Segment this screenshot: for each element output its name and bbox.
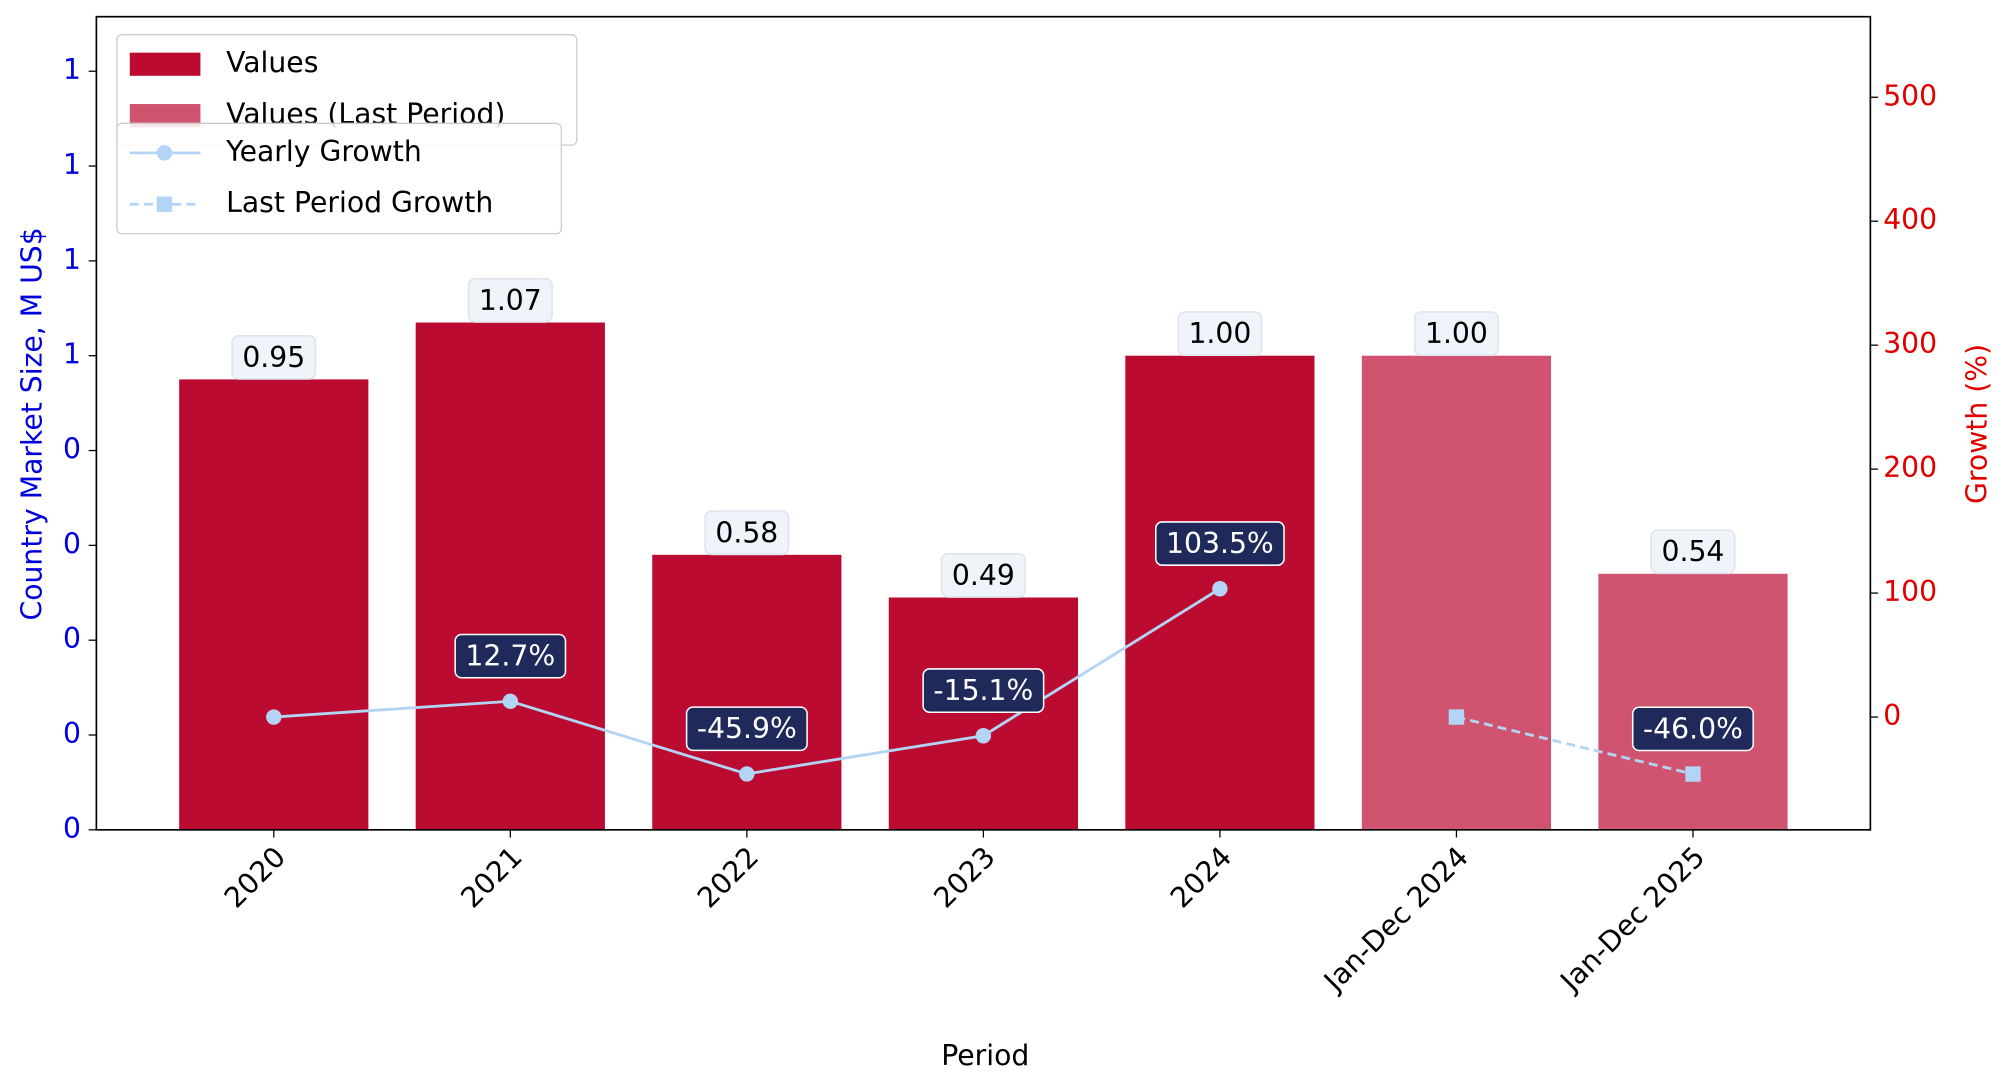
y-tick-label: 0 (63, 527, 81, 560)
y-tick-label: 1 (63, 338, 81, 371)
value-label-box (1154, 521, 1285, 566)
value-label: 1.00 (1177, 311, 1263, 357)
x-tick-label: Jan-Dec 2024 (1316, 840, 1475, 999)
marker (502, 693, 519, 709)
value-label: 1.00 (1413, 311, 1499, 357)
y-tick-label: 1 (63, 53, 81, 86)
y2-tick-label: 200 (1883, 451, 1937, 484)
legend-label: Last Period Growth (226, 186, 493, 219)
value-label-text: 12.7% (465, 640, 555, 673)
value-label-box (1631, 706, 1754, 752)
value-label-text: 1.00 (1425, 317, 1488, 350)
bar (1598, 573, 1788, 830)
value-label-box (922, 668, 1045, 713)
line (1456, 715, 1694, 776)
legend-marker (156, 196, 173, 212)
bar (1361, 355, 1552, 830)
legend: Yearly Growth Last Period Growth (116, 122, 563, 235)
bar (652, 554, 842, 830)
value-label-text: -46.0% (1643, 712, 1743, 745)
marker (266, 709, 282, 725)
value-label-text: 0.58 (715, 516, 778, 549)
value-label-text: 0.49 (952, 559, 1015, 592)
legend-label: Values (226, 46, 318, 79)
value-label-box (940, 553, 1026, 598)
y-tick-label: 0 (63, 433, 81, 466)
value-label-box (467, 278, 553, 323)
value-label: -15.1% (922, 668, 1045, 713)
marker (1448, 709, 1465, 725)
y2-tick-label: 400 (1883, 203, 1937, 236)
y2-tick-label: 300 (1883, 327, 1937, 360)
value-label-text: 1.00 (1188, 317, 1251, 350)
y2-tick-label: 100 (1883, 575, 1937, 608)
marker (975, 728, 992, 744)
value-label: 103.5% (1154, 521, 1285, 566)
marker (1212, 581, 1228, 597)
value-label-text: -15.1% (933, 674, 1033, 707)
legend-frame (116, 122, 563, 235)
value-label: 0.49 (940, 553, 1026, 598)
value-label-box (704, 510, 790, 556)
y-tick-label: 0 (63, 812, 81, 845)
value-label: 0.58 (704, 510, 790, 556)
marker (739, 766, 755, 782)
value-label-box (685, 706, 808, 752)
bar (888, 597, 1078, 830)
value-label: -46.0% (1631, 706, 1754, 752)
bar (179, 379, 369, 830)
value-label-text: 0.54 (1662, 535, 1725, 568)
value-label: 1.07 (467, 278, 553, 323)
y2-tick-label: 500 (1883, 79, 1937, 112)
x-tick-label: 2020 (218, 840, 292, 914)
x-tick-label: Jan-Dec 2025 (1553, 840, 1712, 999)
value-label: -45.9% (685, 706, 808, 752)
value-label-text: 1.07 (479, 284, 542, 317)
legend-label: Yearly Growth (225, 135, 422, 168)
value-label-box (231, 334, 317, 380)
x-axis-label: Period (941, 1039, 1029, 1072)
plot-frame (95, 15, 1872, 831)
legend-swatch (129, 52, 201, 76)
value-label: 12.7% (454, 633, 567, 679)
marker (1685, 766, 1701, 782)
x-tick-label: 2023 (928, 840, 1002, 914)
legend-marker (156, 145, 173, 161)
y-tick-label: 0 (63, 717, 81, 750)
y2-axis-label: Growth (%) (1960, 344, 1993, 504)
value-label-box (1650, 529, 1736, 575)
x-tick-label: 2024 (1164, 840, 1238, 914)
value-label: 0.95 (231, 334, 317, 380)
legend-swatch (129, 104, 201, 128)
y-tick-label: 1 (63, 148, 81, 181)
y-axis-label: Country Market Size, M US$ (15, 227, 48, 620)
bar (415, 322, 605, 830)
value-label-text: -45.9% (697, 712, 797, 745)
y-tick-label: 0 (63, 622, 81, 655)
value-label: 0.54 (1650, 529, 1736, 575)
value-label-text: 103.5% (1166, 527, 1274, 560)
value-label-box (1413, 311, 1499, 357)
value-label-box (1177, 311, 1263, 357)
y-tick-label: 1 (63, 243, 81, 276)
y2-tick-label: 0 (1883, 699, 1901, 732)
x-tick-label: 2022 (691, 840, 765, 914)
value-label-text: 0.95 (242, 341, 305, 374)
value-label-box (454, 633, 567, 679)
x-tick-label: 2021 (454, 840, 528, 914)
